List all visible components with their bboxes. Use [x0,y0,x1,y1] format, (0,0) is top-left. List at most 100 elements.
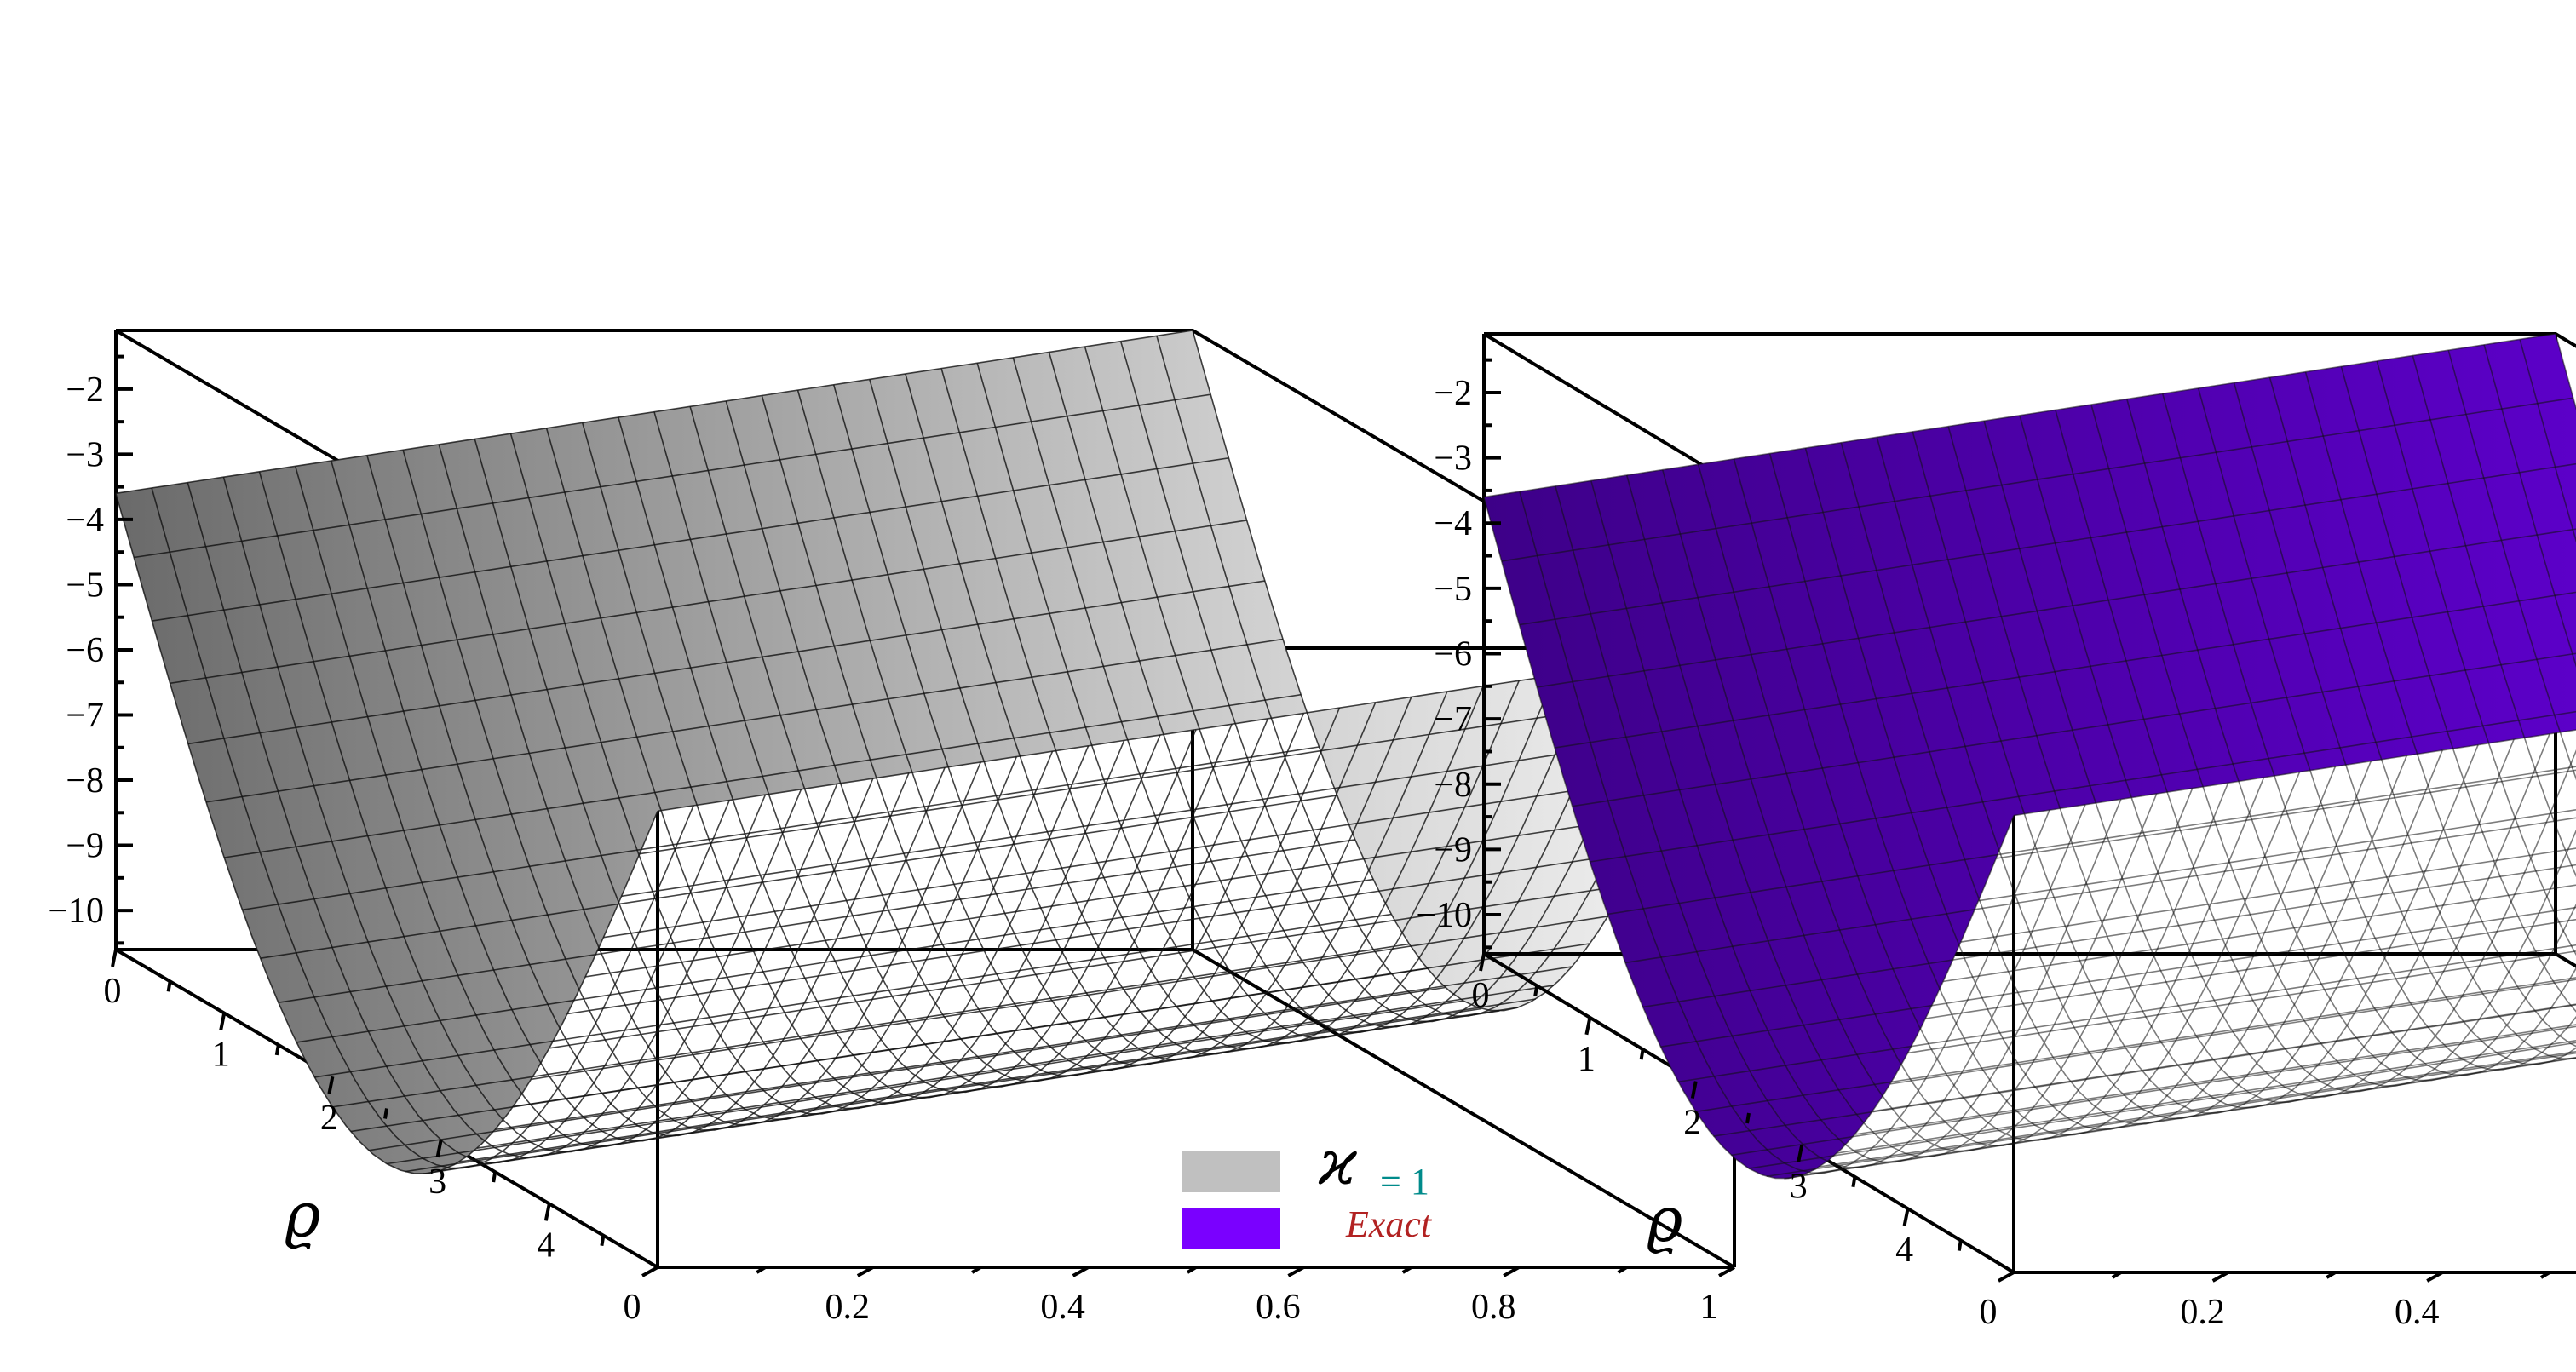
x-minor-tick [383,1108,388,1119]
z-tick-label: −5 [66,565,104,605]
z-tick-label: −8 [66,761,104,801]
x-tick-label: 0 [1472,976,1490,1015]
mesh-line [1837,1040,2576,1154]
x-axis-label: ϱ [285,1180,320,1251]
x-tick [1584,1017,1592,1036]
mesh-line [869,379,1412,1060]
x-tick-label: 1 [1578,1040,1596,1079]
legend-label-approximate: = 1 [1380,1161,1429,1203]
x-tick [1690,1081,1698,1099]
mesh-line [2090,404,2576,1087]
x-tick-label: 0 [104,972,122,1011]
x-tick [219,1013,227,1030]
y-tick-label: 0.2 [2180,1293,2225,1332]
mesh-line [1983,420,2515,1104]
x-tick-label: 1 [212,1036,230,1075]
mesh-line [1661,469,2194,1152]
y-minor-tick [756,1266,767,1274]
z-tick-label: −6 [66,631,104,670]
mesh-line [1733,458,2265,1141]
legend-label-exact: Exact [1345,1203,1433,1245]
y-minor-tick [1186,1266,1198,1274]
x-tick-label: 4 [537,1226,555,1265]
mesh-line [1947,426,2479,1109]
x-axis-label: ϱ [1647,1184,1682,1255]
x-minor-tick [1639,1048,1645,1060]
mesh-line [1819,1050,2576,1168]
x-tick [1902,1208,1910,1226]
surface-mesh [1483,333,2576,1180]
mesh-line [1084,346,1628,1028]
y-tick-label: 0.4 [1040,1288,1085,1327]
y-tick [2426,1271,2444,1283]
mesh-line [761,395,1305,1076]
mesh-line [545,428,1090,1110]
mesh-line [940,368,1484,1050]
z-axis: −2 −3 −4 −5 −6 −7 −8 −9 −10 [48,354,133,945]
y-axis: 00.20.40.60.81ς [1980,1271,2551,1332]
legend: ϰ = 1 Exact [1182,1127,1433,1249]
mesh-line [1768,453,2301,1136]
x-tick [435,1140,443,1158]
mesh-line [2197,387,2576,1071]
mesh-line [1048,352,1592,1033]
mesh-line [509,433,1054,1115]
legend-symbol-approximate: ϰ [1318,1127,1358,1198]
z-tick-label: −3 [1434,439,1472,479]
mesh-line [1876,437,2408,1120]
y-tick [1503,1266,1521,1277]
mesh-line [2233,382,2576,1065]
mesh-line [294,466,838,1147]
x-minor-tick [1851,1176,1857,1188]
x-minor-tick [492,1171,497,1183]
mesh-line [402,450,946,1131]
z-tick-label: −8 [1434,766,1472,805]
x-tick-label: 2 [320,1099,338,1138]
y-tick-label: 0.4 [2395,1293,2440,1332]
y-tick [1998,1271,2015,1283]
z-tick-label: −5 [1434,570,1472,609]
y-tick [856,1266,874,1277]
mesh-line [2019,415,2550,1098]
y-minor-tick [2111,1271,2122,1279]
mesh-line [976,363,1520,1044]
x-tick-label: 2 [1683,1104,1701,1143]
mesh-line [331,460,874,1142]
y-tick [1718,1266,1735,1277]
box-edge [2554,952,2576,968]
mesh-line [653,411,1197,1094]
x-tick [1479,953,1486,972]
x-minor-tick [1533,985,1539,996]
x-minor-tick [1745,1112,1751,1124]
x-minor-tick [600,1235,606,1247]
mesh-line [187,482,731,1164]
mesh-line [258,471,802,1153]
x-minor-tick [166,980,172,992]
mesh-line [689,406,1233,1088]
mesh-line [1519,491,2050,1174]
x-tick-label: 3 [428,1162,446,1202]
y-tick-label: 1 [1700,1288,1718,1327]
mesh-line [115,493,658,1174]
mesh-line [905,373,1448,1055]
y-tick [641,1266,658,1277]
mesh-line [581,422,1125,1104]
z-tick-label: −6 [1434,634,1472,674]
mesh-line [796,389,1341,1071]
mesh-line [2126,399,2576,1082]
y-minor-tick [2326,1271,2337,1279]
mesh-line [1590,480,2122,1163]
y-tick [1072,1266,1090,1277]
x-tick-label: 3 [1790,1167,1808,1206]
mesh-line [2161,393,2576,1076]
y-tick-label: 0.2 [825,1288,871,1327]
y-axis-label: ς [1334,1359,1369,1372]
mesh-line [1012,357,1556,1039]
mesh-line [2304,371,2576,1048]
mesh-line [725,400,1269,1082]
mesh-line [1840,442,2372,1125]
mesh-line [1697,464,2229,1147]
z-tick-label: −7 [1434,700,1472,739]
x-tick [543,1203,551,1221]
